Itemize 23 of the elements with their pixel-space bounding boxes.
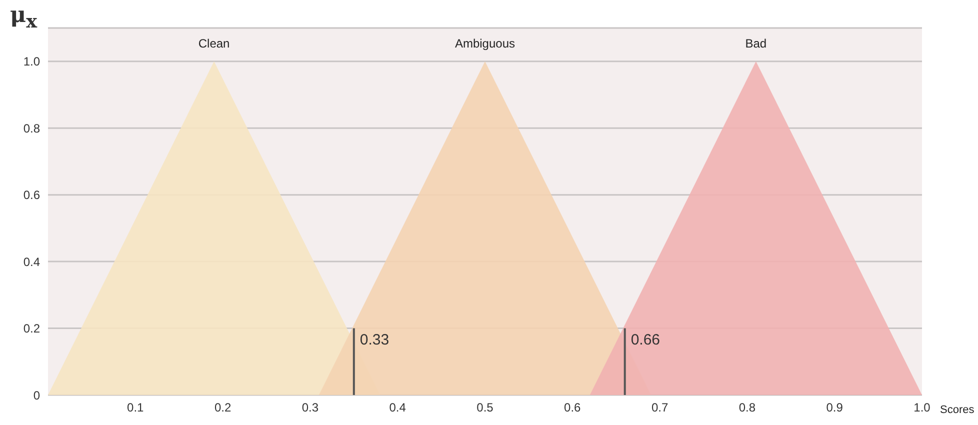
x-tick-label: 0.8	[738, 400, 756, 415]
x-tick-label: 0.6	[564, 400, 582, 415]
y-tick-label: 0.2	[23, 322, 40, 336]
y-tick-label: 1.0	[23, 54, 40, 69]
x-tick-label: 0.4	[389, 400, 406, 415]
x-tick-label: 0.5	[476, 400, 494, 415]
y-axis-title: μ$_{x}$	[10, 2, 38, 32]
series-label: Bad	[745, 36, 767, 50]
x-tick-label: 0.1	[127, 400, 144, 415]
annotation: 0.66	[630, 331, 660, 348]
annotation: 0.33	[360, 331, 390, 348]
x-axis-title: Scores	[940, 404, 974, 416]
x-tick-label: 1.0	[914, 400, 931, 415]
x-tick-label: 0.9	[826, 400, 844, 415]
series-label: Clean	[198, 36, 230, 50]
series-label: Ambiguous	[454, 36, 516, 50]
y-tick-label: 0.8	[23, 121, 40, 136]
x-tick-label: 0.3	[302, 400, 319, 415]
y-tick-label: 0	[33, 388, 40, 402]
x-tick-label: 0.7	[651, 400, 668, 415]
y-tick-label: 0.4	[23, 254, 40, 269]
x-tick-label: 0.2	[214, 400, 232, 415]
y-tick-label: 0.6	[23, 188, 40, 202]
